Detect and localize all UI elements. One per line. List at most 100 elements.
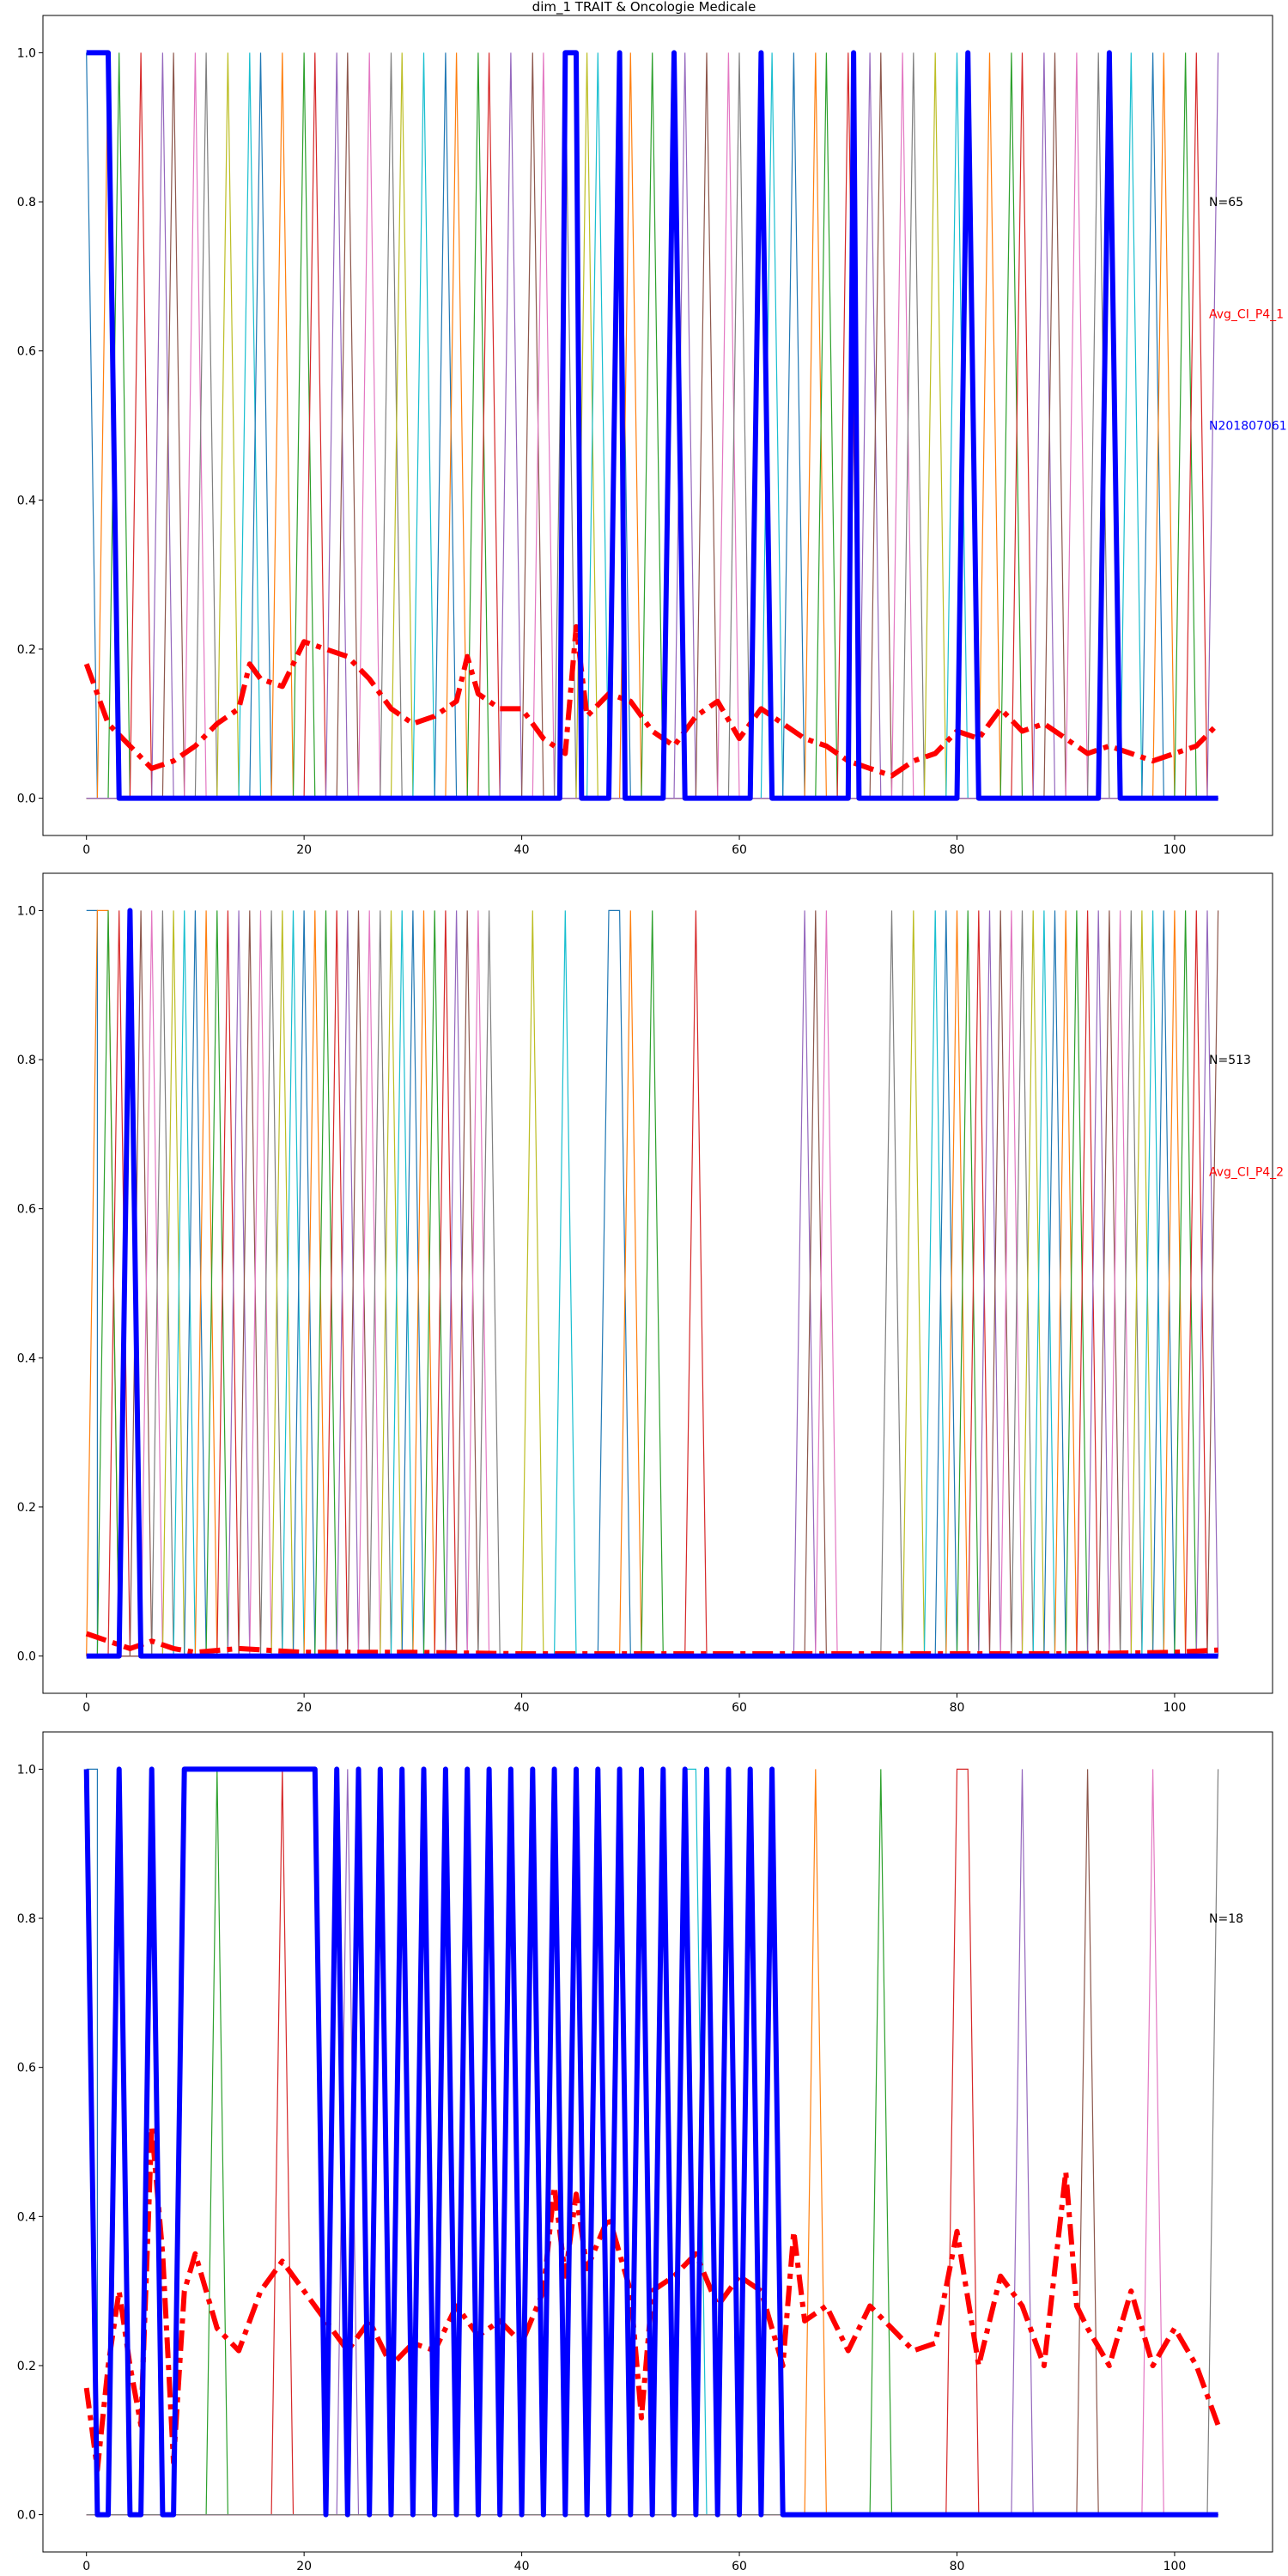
background-series-line	[86, 52, 1218, 799]
x-tick-label: 0	[82, 2560, 90, 2573]
background-series-line	[86, 52, 1218, 799]
background-series-line	[86, 52, 1218, 799]
background-series-line	[86, 910, 1218, 1657]
y-tick-label: 0.4	[17, 494, 36, 507]
x-tick-label: 80	[950, 2560, 965, 2573]
background-series-line	[86, 52, 1218, 799]
background-series-line	[86, 909, 1218, 1657]
background-series-line	[86, 910, 1218, 1657]
background-series-line	[86, 910, 1218, 1657]
series-annotation: N=513	[1209, 1054, 1251, 1067]
y-tick-label: 0.6	[17, 2062, 36, 2075]
background-series-line	[86, 910, 1218, 1657]
highlight-series-line	[86, 908, 1218, 1659]
y-tick-label: 0.2	[17, 1501, 36, 1515]
y-tick-label: 1.0	[17, 904, 36, 918]
background-series-line	[86, 910, 1218, 1657]
x-tick-label: 0	[82, 1701, 90, 1715]
background-series-line	[86, 52, 1218, 799]
background-series-line	[86, 910, 1218, 1657]
background-series-line	[86, 910, 1218, 1657]
background-series-line	[86, 910, 1218, 1657]
background-series-line	[86, 910, 1218, 1657]
background-series-line	[86, 910, 1218, 1657]
x-tick-label: 80	[950, 1701, 965, 1715]
background-series-line	[86, 52, 1218, 799]
y-tick-label: 0.2	[17, 643, 36, 657]
series-annotation: Avg_CI_P4_1	[1209, 307, 1284, 321]
background-series-line	[86, 910, 1218, 1657]
background-series-line	[86, 52, 1218, 799]
figure-title: dim_1 TRAIT & Oncologie Medicale	[532, 0, 756, 15]
background-series-line	[86, 52, 1218, 799]
background-series-line	[86, 910, 1218, 1657]
background-series-line	[86, 52, 1218, 799]
background-series-line	[86, 910, 1218, 1657]
background-series-line	[86, 910, 1218, 1657]
background-series-line	[86, 910, 1218, 1657]
background-series-line	[86, 909, 1218, 1657]
background-series-line	[86, 910, 1218, 1657]
background-series-line	[86, 910, 1218, 1657]
background-series-line	[86, 52, 1218, 799]
background-series-line	[86, 52, 1218, 799]
background-series-line	[86, 52, 1218, 799]
background-series-line	[86, 910, 1218, 1657]
background-series-line	[86, 52, 1218, 799]
background-series-line	[86, 910, 1218, 1657]
background-series-line	[86, 910, 1218, 1657]
background-series-line	[86, 52, 1218, 799]
y-tick-label: 0.4	[17, 1352, 36, 1365]
background-series-line	[86, 910, 1218, 1657]
background-series-line	[86, 52, 1218, 799]
background-series-line	[86, 52, 1218, 799]
background-series-line	[86, 910, 1218, 1657]
x-tick-label: 60	[732, 843, 747, 857]
background-series-line	[86, 52, 1218, 799]
background-series-line	[86, 52, 1218, 799]
background-series-line	[86, 52, 1218, 799]
background-series-line	[86, 910, 1218, 1657]
background-series-line	[86, 52, 1218, 799]
y-tick-label: 1.0	[17, 1763, 36, 1777]
background-series-line	[86, 910, 1218, 1657]
axes-frame	[42, 872, 1273, 1694]
background-series-line	[86, 910, 1218, 1657]
background-series-line	[86, 910, 1218, 1657]
background-series-line	[86, 52, 1218, 799]
background-series-line	[86, 52, 1218, 799]
background-series-line	[86, 52, 1218, 799]
background-series-line	[86, 910, 1218, 1657]
x-tick-label: 40	[514, 1701, 530, 1715]
background-series-line	[86, 52, 1218, 799]
y-tick-label: 0.8	[17, 1054, 36, 1067]
background-series-line	[86, 910, 1219, 1657]
background-series-line	[86, 52, 1218, 799]
series-annotation: Avg_CI_P4_2	[1209, 1165, 1284, 1179]
background-series-line	[86, 910, 1218, 1657]
background-series-line	[86, 910, 1218, 1657]
background-series-line	[86, 52, 1218, 799]
series-annotation: N201807061	[1209, 420, 1287, 434]
x-tick-label: 20	[296, 843, 312, 857]
background-series-line	[86, 910, 1218, 1657]
plot-area	[83, 50, 1220, 801]
background-series-line	[86, 52, 1218, 799]
series-annotation: N=65	[1209, 196, 1243, 210]
x-tick-label: 40	[514, 843, 530, 857]
background-series-line	[86, 910, 1218, 1657]
background-series-line	[86, 52, 1219, 799]
background-series-line	[86, 52, 1218, 799]
background-series-line	[86, 910, 1218, 1657]
background-series-line	[86, 910, 1218, 1657]
background-series-line	[86, 52, 1218, 799]
background-series-line	[86, 52, 1218, 799]
background-series-line	[86, 52, 1218, 799]
chart-panel-1: 0 20 40 60 80 100 0.0 0.2 0.4 0.6 0.8 1.0 N=65 Avg_CI…	[17, 15, 1287, 857]
y-tick-label: 1.0	[17, 46, 36, 60]
background-series-line	[86, 52, 1218, 799]
background-series-line	[86, 52, 1218, 799]
background-series-line	[86, 910, 1218, 1657]
y-tick-label: 0.8	[17, 1912, 36, 1926]
background-series-line	[86, 52, 1218, 799]
